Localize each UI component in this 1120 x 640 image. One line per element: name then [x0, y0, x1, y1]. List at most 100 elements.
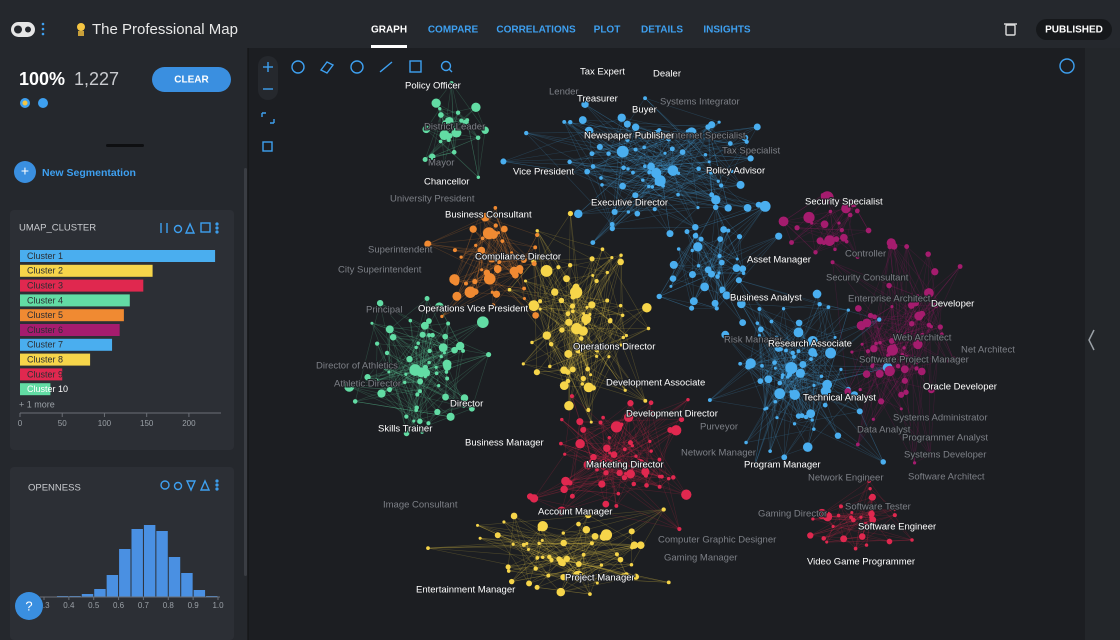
node[interactable] [918, 310, 926, 318]
node[interactable] [937, 324, 943, 330]
node[interactable] [806, 409, 816, 419]
node[interactable] [831, 524, 835, 529]
node[interactable] [344, 381, 355, 392]
node[interactable] [630, 444, 635, 448]
add-segment-button[interactable] [14, 161, 36, 183]
node[interactable] [938, 301, 945, 308]
node[interactable] [676, 171, 681, 175]
node[interactable] [522, 296, 527, 301]
node[interactable] [666, 230, 674, 238]
histogram-bar[interactable] [131, 529, 143, 597]
node[interactable] [890, 242, 898, 250]
node[interactable] [642, 145, 646, 150]
node[interactable] [669, 260, 678, 269]
node[interactable] [559, 327, 565, 333]
node[interactable] [565, 378, 571, 384]
node[interactable] [856, 408, 863, 415]
node[interactable] [477, 316, 489, 328]
node[interactable] [616, 145, 629, 158]
node[interactable] [887, 370, 892, 375]
node[interactable] [446, 412, 455, 421]
node[interactable] [576, 521, 581, 527]
node[interactable] [563, 452, 567, 456]
node[interactable] [714, 306, 719, 311]
node[interactable] [532, 312, 539, 319]
node[interactable] [526, 580, 533, 587]
node[interactable] [692, 223, 699, 231]
node[interactable] [455, 110, 461, 115]
node[interactable] [809, 357, 813, 362]
node[interactable] [547, 554, 552, 560]
node[interactable] [785, 362, 798, 375]
node[interactable] [659, 474, 664, 479]
node[interactable] [565, 311, 571, 317]
node[interactable] [617, 113, 626, 122]
node[interactable] [768, 449, 772, 454]
node[interactable] [598, 480, 606, 488]
node[interactable] [534, 584, 540, 590]
node[interactable] [757, 378, 764, 384]
node[interactable] [840, 233, 848, 242]
node[interactable] [739, 265, 747, 273]
more-link[interactable]: + 1 more [19, 399, 55, 409]
node[interactable] [590, 164, 596, 169]
node[interactable] [445, 376, 450, 381]
node[interactable] [623, 388, 627, 392]
node[interactable] [600, 247, 605, 252]
node[interactable] [667, 165, 679, 176]
node[interactable] [570, 309, 575, 314]
node[interactable] [564, 400, 574, 411]
node[interactable] [500, 158, 507, 165]
node[interactable] [707, 270, 711, 274]
node[interactable] [875, 369, 884, 378]
node[interactable] [653, 129, 661, 137]
node[interactable] [607, 435, 611, 440]
histogram-bar[interactable] [193, 590, 206, 597]
node[interactable] [877, 317, 882, 322]
node[interactable] [820, 193, 825, 198]
node[interactable] [753, 123, 761, 131]
node[interactable] [807, 335, 818, 347]
node[interactable] [886, 538, 893, 545]
node[interactable] [461, 348, 465, 353]
node[interactable] [574, 209, 583, 219]
histogram-bar[interactable] [143, 525, 156, 597]
node[interactable] [420, 430, 424, 434]
node[interactable] [849, 515, 853, 520]
node[interactable] [686, 127, 697, 138]
node[interactable] [387, 386, 393, 392]
node[interactable] [641, 467, 650, 476]
node[interactable] [631, 170, 635, 175]
node[interactable] [795, 413, 802, 419]
node[interactable] [561, 476, 571, 486]
node[interactable] [603, 470, 609, 476]
node[interactable] [565, 318, 573, 326]
node[interactable] [494, 532, 501, 539]
node[interactable] [858, 533, 866, 540]
node[interactable] [799, 361, 807, 369]
node[interactable] [567, 159, 572, 165]
node[interactable] [820, 220, 829, 229]
node[interactable] [629, 562, 634, 567]
node[interactable] [657, 457, 662, 462]
node[interactable] [886, 344, 899, 356]
node[interactable] [518, 269, 523, 274]
node[interactable] [585, 366, 591, 372]
node[interactable] [417, 418, 423, 424]
node[interactable] [616, 469, 623, 477]
node[interactable] [538, 254, 545, 261]
node[interactable] [874, 341, 878, 346]
node[interactable] [854, 208, 860, 214]
node[interactable] [671, 475, 676, 480]
node[interactable] [581, 552, 586, 557]
node[interactable] [542, 331, 552, 340]
node[interactable] [773, 366, 777, 370]
nav-tab[interactable]: PLOT [594, 25, 621, 36]
node[interactable] [811, 517, 815, 521]
node[interactable] [892, 344, 897, 348]
node[interactable] [560, 539, 567, 547]
node[interactable] [580, 375, 586, 382]
node[interactable] [810, 418, 814, 422]
node[interactable] [648, 400, 654, 406]
node[interactable] [839, 367, 843, 371]
